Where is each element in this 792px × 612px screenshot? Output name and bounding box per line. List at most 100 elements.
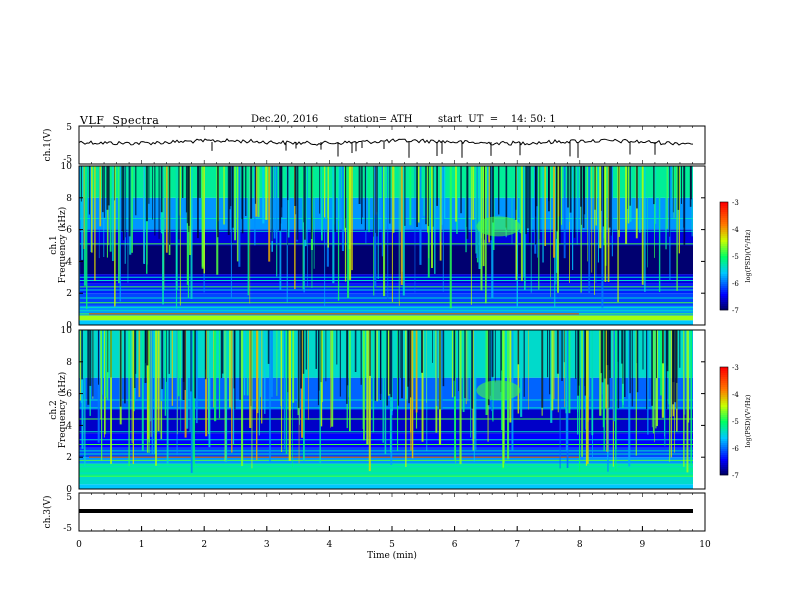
- spectrogram-gap: [621, 330, 623, 364]
- colorbar-segment: [720, 236, 728, 239]
- sferic-streak: [343, 166, 346, 231]
- sferic-streak: [530, 166, 532, 293]
- sferic-streak: [580, 166, 582, 293]
- time-axis-ticks: 0 1 2 3 4 5 6 7 8 9 10: [76, 526, 711, 550]
- sferic-streak: [186, 166, 189, 285]
- sferic-streak: [537, 166, 538, 258]
- sferic-streak: [94, 166, 96, 281]
- spectrogram-gap: [567, 166, 569, 208]
- sferic-streak: [131, 166, 133, 253]
- colorbar-segment: [720, 268, 728, 271]
- colorbar-tick-label: -5: [732, 418, 739, 426]
- spectrogram-gap: [158, 166, 160, 239]
- spectrogram-gap: [453, 330, 455, 381]
- sferic-streak: [166, 330, 169, 464]
- sferic-streak: [459, 330, 462, 465]
- sferic-streak: [607, 166, 610, 282]
- spectrogram-gap: [669, 166, 671, 237]
- sferic-streak: [363, 330, 365, 441]
- spectrogram-gap: [80, 166, 82, 202]
- spectrogram-gap: [505, 166, 507, 228]
- colorbar-segment: [720, 395, 728, 398]
- sferic-streak: [439, 166, 441, 242]
- sferic-streak: [576, 166, 578, 245]
- colorbar-segment: [720, 306, 728, 309]
- spectrogram-gap: [672, 166, 674, 213]
- sferic-streak: [595, 166, 597, 226]
- spectrogram-gap: [380, 330, 382, 400]
- spectrogram-gap: [279, 166, 281, 231]
- spectrogram-gap: [166, 330, 167, 382]
- sferic-streak: [337, 166, 340, 301]
- colorbar-tick-label: -3: [732, 364, 739, 372]
- time-tick-label: 8: [577, 540, 583, 550]
- sferic-streak: [288, 330, 291, 411]
- frequency-tick-label: 6: [66, 390, 72, 400]
- time-axis-label: Time (min): [367, 550, 417, 561]
- sferic-streak: [276, 330, 278, 396]
- colorbar-segment: [720, 401, 728, 404]
- sferic-streak: [520, 166, 523, 282]
- spectrogram-gap: [148, 166, 150, 204]
- spectrogram-gap: [498, 166, 500, 215]
- sferic-streak: [79, 330, 82, 401]
- sferic-streak: [387, 330, 390, 396]
- sferic-streak: [669, 330, 671, 462]
- ch2-spectrogram-frame: [78, 329, 706, 490]
- spectrogram-gap: [373, 166, 374, 237]
- ch3-voltage-ylabel: ch.3(V): [42, 496, 53, 529]
- sferic-streak: [524, 166, 526, 290]
- sferic-streak: [231, 330, 233, 453]
- spectrogram-gap: [364, 166, 366, 231]
- sferic-streak: [171, 330, 173, 406]
- time-tick-label: 1: [139, 540, 145, 550]
- spectrogram-gap: [294, 166, 297, 206]
- sferic-streak: [647, 166, 648, 268]
- colorbar-segment: [720, 230, 728, 233]
- sferic-streak: [670, 166, 673, 218]
- frequency-tick-label: 0: [66, 485, 72, 495]
- sferic-streak: [439, 166, 442, 261]
- spectrogram-gap: [425, 166, 427, 225]
- colorbar-segment: [720, 435, 728, 438]
- colorbar-segment: [720, 441, 728, 444]
- sferic-streak: [393, 166, 395, 233]
- sferic-streak: [666, 166, 668, 229]
- sferic-streak: [601, 166, 604, 308]
- sferic-streak: [84, 330, 86, 467]
- sferic-streak: [114, 166, 116, 306]
- time-tick-label: 3: [264, 540, 270, 550]
- ch2-spectrogram: [79, 330, 705, 489]
- sferic-streak: [124, 166, 126, 264]
- spectrogram-gap: [336, 330, 338, 365]
- sferic-streak: [243, 330, 246, 396]
- spectrogram-gap: [484, 166, 485, 240]
- colorbar-segment: [720, 385, 728, 388]
- sferic-streak: [114, 166, 116, 307]
- sferic-streak: [109, 166, 112, 252]
- spectrogram-gap: [407, 330, 409, 387]
- sferic-streak: [449, 166, 452, 309]
- sferic-streak: [79, 166, 81, 308]
- sferic-streak: [381, 166, 383, 257]
- sferic-streak: [411, 330, 414, 459]
- spectrogram-gap: [622, 330, 624, 384]
- sferic-streak: [86, 166, 88, 309]
- spectrogram-gap: [601, 330, 604, 383]
- sferic-streak: [467, 330, 469, 401]
- spectrogram-gap: [506, 166, 508, 230]
- sferic-streak: [264, 330, 266, 414]
- colorbar-segment: [720, 413, 728, 416]
- colorbar-segment: [720, 290, 728, 293]
- sferic-streak: [269, 330, 271, 463]
- sferic-streak: [102, 330, 103, 395]
- colorbar-segment: [720, 226, 728, 229]
- spectrogram-band: [79, 315, 693, 321]
- spectrogram-gap: [121, 166, 124, 232]
- colorbar-segment: [720, 381, 728, 384]
- frequency-tick-label: 0: [66, 321, 72, 331]
- sferic-streak: [138, 330, 141, 398]
- sferic-streak: [509, 330, 512, 423]
- spectrogram-gap: [89, 330, 92, 386]
- spectrogram-gap: [375, 166, 376, 233]
